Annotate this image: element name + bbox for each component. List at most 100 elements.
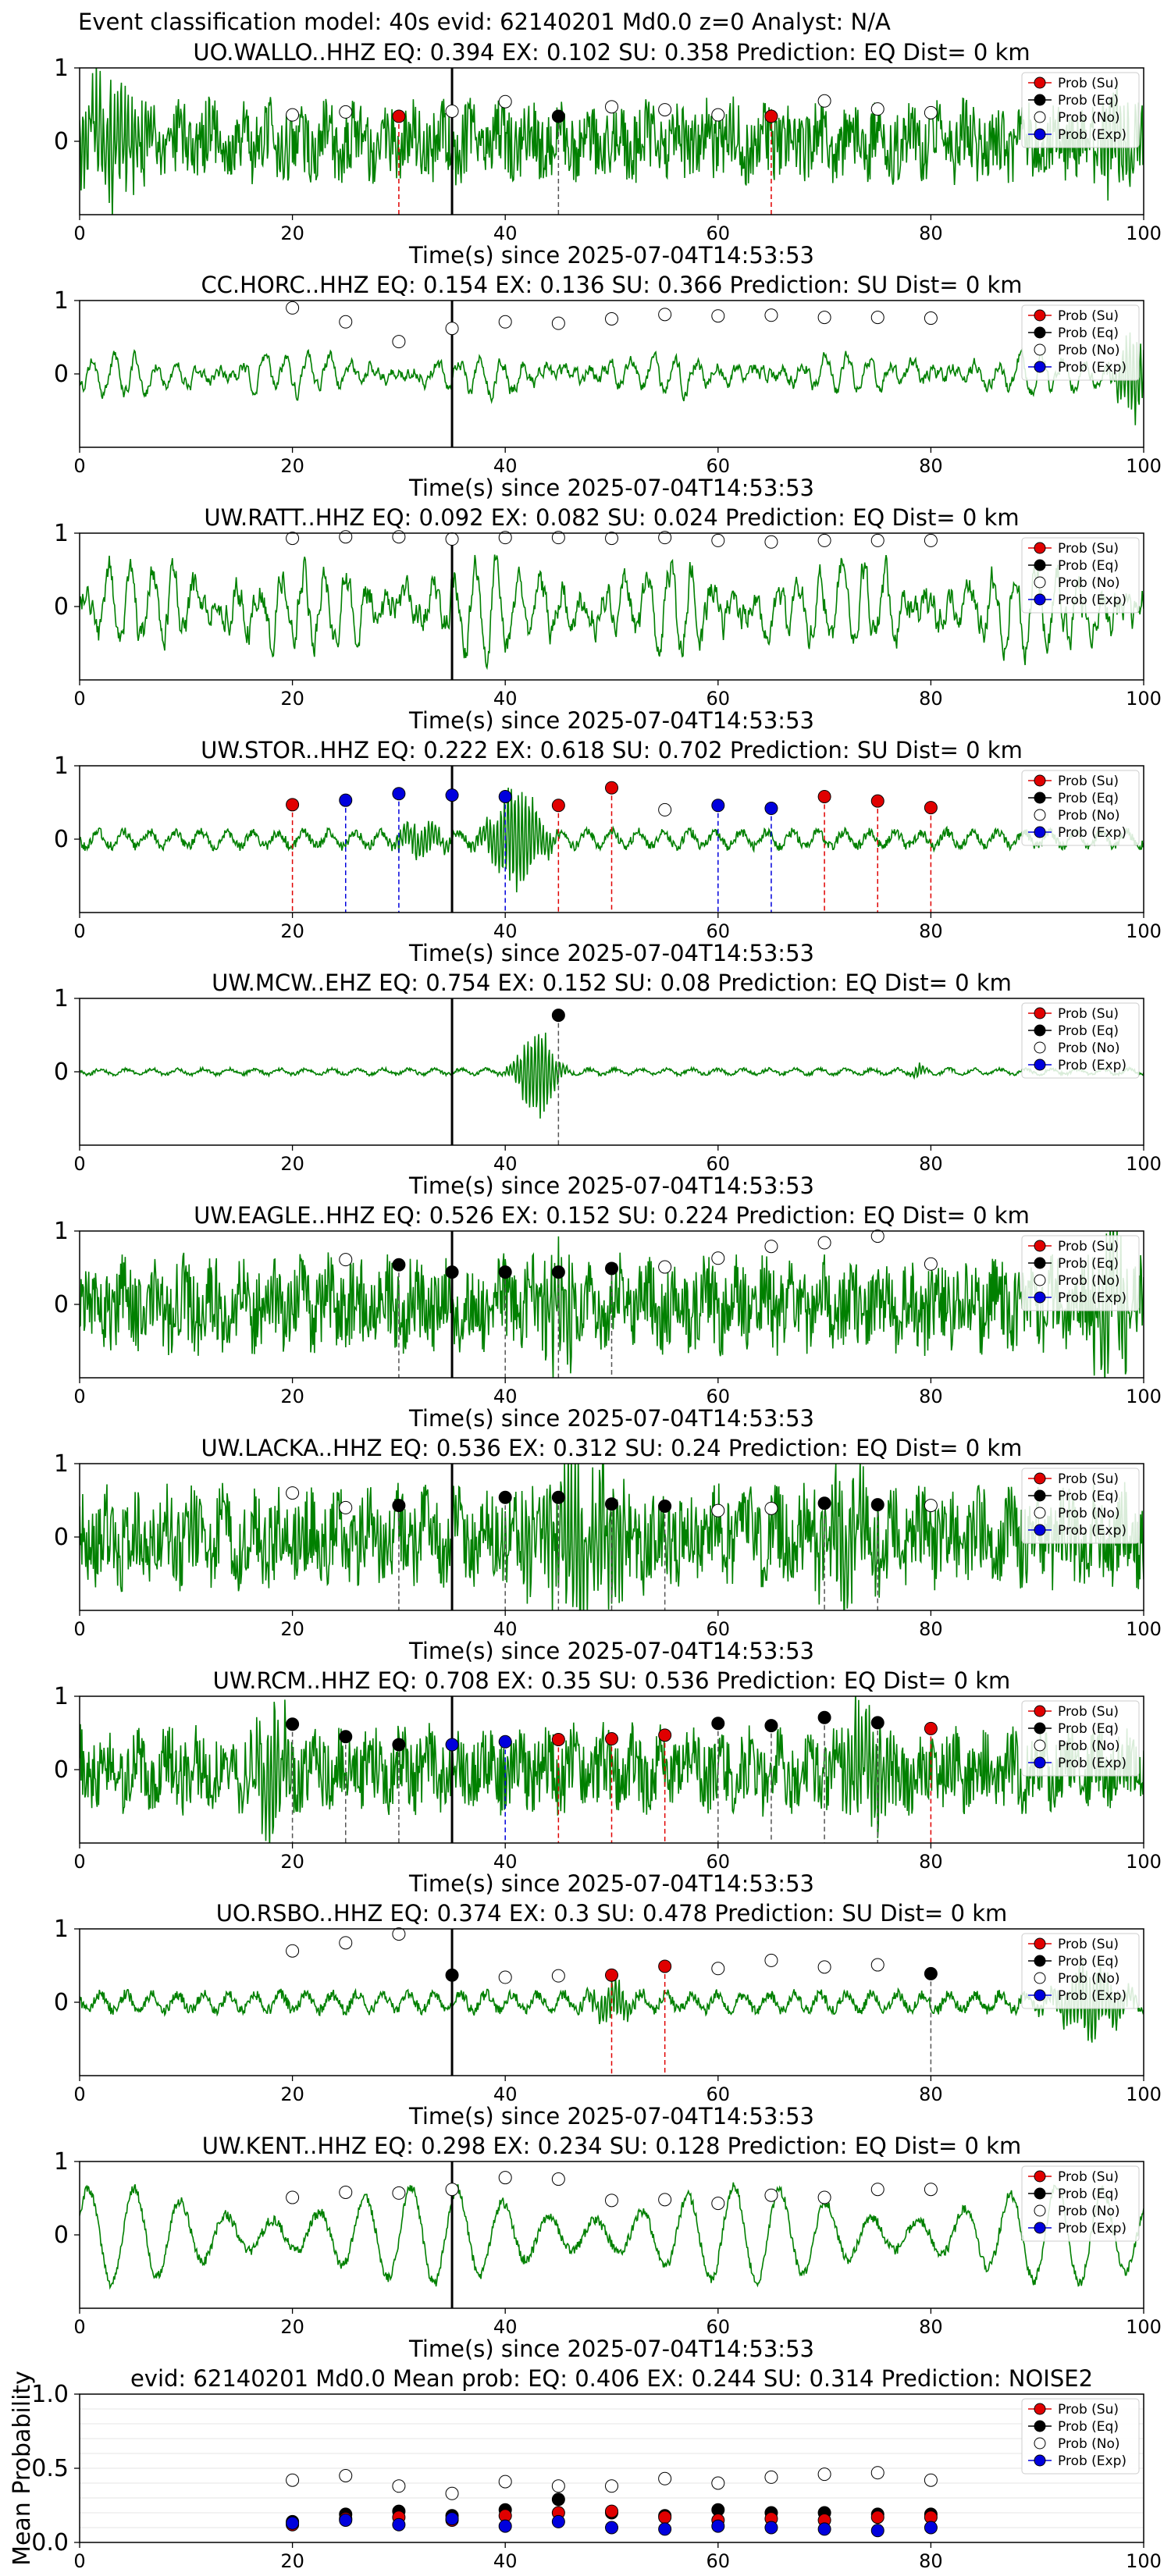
x-tick-label: 0 [73,2316,85,2338]
plot-area [80,1464,1144,1610]
y-tick-label: 1 [54,1916,69,1943]
prob-marker-no [339,1936,353,1950]
axes-frame [79,532,1144,681]
prob-marker-no [658,1260,672,1274]
prob-marker-eq [551,109,565,123]
waveform-trace [80,68,1144,215]
panel-title: UW.KENT..HHZ EQ: 0.298 EX: 0.234 SU: 0.1… [202,2133,1021,2159]
legend-marker-su [1034,542,1046,554]
prob-marker-eq [817,1710,831,1724]
x-tick-label: 20 [280,1386,304,1407]
mean-prob-marker-no [605,2479,618,2493]
legend-marker-exp [1034,1524,1046,1536]
x-tick-label: 0 [73,455,85,477]
legend-label: Prob (Eq) [1058,1256,1119,1272]
legend-box [1021,770,1140,846]
prob-marker-su [658,1959,672,1973]
prob-marker-exp [764,802,778,816]
legend-label: Prob (Eq) [1058,1489,1119,1504]
y-tick-label: 1.0 [31,2381,69,2408]
waveform-trace [80,332,1144,425]
prob-marker-no [711,1251,725,1265]
prob-marker-no [870,2183,884,2197]
legend-marker-su [1034,2403,1046,2415]
y-tick-label: 1 [54,1450,69,1478]
legend-label: Prob (Exp) [1058,360,1127,375]
legend-label: Prob (No) [1058,2436,1120,2452]
legend-label: Prob (Exp) [1058,1290,1127,1306]
prob-marker-no [551,1969,565,1983]
prob-marker-no [764,2188,778,2202]
panel-uw-lacka--hhz: UW.LACKA..HHZ EQ: 0.536 EX: 0.312 SU: 0.… [54,1435,1162,1664]
mean-prob-marker-exp [605,2521,618,2535]
legend-box [1021,2398,1140,2475]
prob-marker-exp [498,789,512,803]
panel-title: CC.HORC..HHZ EQ: 0.154 EX: 0.136 SU: 0.3… [201,272,1022,298]
x-tick-label: 40 [493,2550,518,2572]
x-axis-label: Time(s) since 2025-07-04T14:53:53 [408,707,814,734]
prob-marker-no [711,309,725,323]
prob-marker-no [764,1240,778,1254]
legend-box [1021,2165,1140,2242]
legend-marker-no [1034,809,1046,821]
legend-box [1021,1933,1140,2009]
legend-marker-exp [1034,2454,1046,2467]
y-axis-label: Mean Probability [9,2371,36,2566]
y-tick-label: 1 [54,55,69,82]
mean-prob-marker-su [658,2510,672,2524]
prob-marker-no [658,308,672,322]
legend-box [1021,1700,1140,1777]
panel-uw-mcw--ehz: UW.MCW..EHZ EQ: 0.754 EX: 0.152 SU: 0.08… [54,970,1162,1199]
x-tick-label: 80 [919,1851,943,1873]
prob-marker-exp [392,787,406,801]
prob-marker-no [498,315,512,329]
x-tick-label: 80 [919,920,943,942]
y-tick-label: 0 [54,593,69,621]
x-tick-label: 40 [493,2316,518,2338]
legend-marker-su [1034,1240,1046,1252]
prob-marker-su [605,1968,618,1982]
prob-marker-no [392,530,406,544]
mean-prob-marker-no [551,2479,565,2493]
y-tick-label: 0 [54,1756,69,1784]
x-tick-label: 80 [919,455,943,477]
prob-marker-eq [445,1265,459,1279]
prob-marker-eq [498,1265,512,1279]
x-tick-label: 100 [1126,2550,1162,2572]
prob-marker-no [870,1958,884,1972]
legend-marker-su [1034,76,1046,89]
legend-label: Prob (No) [1058,1273,1120,1289]
legend-marker-su [1034,774,1046,787]
prob-marker-eq [551,1265,565,1279]
prob-marker-no [605,312,618,326]
prob-marker-eq [605,1261,618,1276]
axes-frame [79,998,1144,1146]
prob-marker-eq [286,1717,300,1731]
legend-marker-eq [1034,1024,1046,1037]
x-tick-label: 60 [707,2083,731,2105]
x-tick-label: 20 [280,222,304,244]
prob-marker-no [711,1503,725,1517]
x-tick-label: 60 [707,1851,731,1873]
y-tick-label: 0 [54,1059,69,1086]
x-axis-label: Time(s) since 2025-07-04T14:53:53 [408,475,814,501]
prob-marker-exp [445,788,459,802]
prob-marker-no [498,94,512,109]
x-tick-label: 0 [73,1618,85,1640]
mean-prob-marker-no [392,2479,406,2493]
panel-title: UW.RCM..HHZ EQ: 0.708 EX: 0.35 SU: 0.536… [213,1667,1011,1694]
x-tick-label: 80 [919,2316,943,2338]
prob-marker-eq [551,1009,565,1023]
x-tick-label: 40 [493,1851,518,1873]
legend-label: Prob (Su) [1058,1704,1119,1720]
legend-marker-no [1034,2204,1046,2217]
mean-prob-marker-exp [711,2519,725,2533]
prob-marker-su [658,1728,672,1742]
mean-prob-marker-exp [924,2521,938,2535]
x-tick-label: 60 [707,688,731,710]
mean-prob-marker-no [870,2466,884,2480]
y-tick-label: 1 [54,985,69,1012]
prob-marker-no [711,108,725,122]
prob-marker-no [924,1257,938,1271]
legend-label: Prob (Eq) [1058,326,1119,341]
